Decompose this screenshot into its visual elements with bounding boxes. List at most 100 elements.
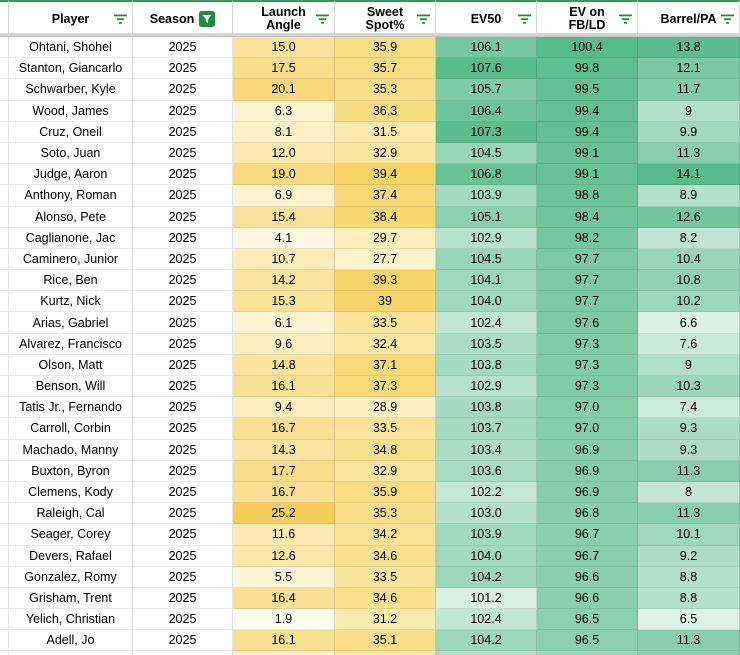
cell-launch_angle[interactable]: 15.3: [233, 291, 335, 313]
cell-ev_on_fbld[interactable]: 100.4: [537, 37, 638, 59]
cell-ev50[interactable]: 101.2: [436, 587, 537, 610]
cell-barrel_pa[interactable]: 9.3: [638, 439, 740, 461]
cell-sweet_spot[interactable]: 27.7: [335, 248, 436, 271]
cell-sweet_spot[interactable]: 33.5: [335, 566, 436, 588]
cell-launch_angle[interactable]: 16.1: [233, 376, 335, 398]
cell-ev_on_fbld[interactable]: 97.7: [537, 291, 638, 313]
row-sliver-cell[interactable]: [0, 248, 9, 271]
cell-launch_angle[interactable]: 9.4: [233, 397, 335, 419]
cell-season[interactable]: 2025: [133, 460, 233, 482]
row-sliver-cell[interactable]: [0, 206, 9, 228]
row-sliver-cell[interactable]: [0, 185, 9, 207]
cell-ev50[interactable]: 103.0: [436, 503, 537, 525]
cell-season[interactable]: 2025: [133, 566, 233, 588]
cell-ev50[interactable]: 102.4: [436, 312, 537, 334]
cell-ev_on_fbld[interactable]: 97.3: [537, 376, 638, 398]
partial-row-cell[interactable]: [133, 651, 233, 655]
filter-active-icon[interactable]: [199, 11, 216, 27]
cell-season[interactable]: 2025: [133, 58, 233, 80]
cell-launch_angle[interactable]: 9.6: [233, 333, 335, 355]
cell-player[interactable]: Rice, Ben: [9, 270, 133, 292]
cell-ev_on_fbld[interactable]: 98.8: [537, 185, 638, 207]
row-sliver-cell[interactable]: [0, 58, 9, 80]
cell-barrel_pa[interactable]: 8.8: [638, 566, 740, 588]
cell-ev50[interactable]: 107.6: [436, 58, 537, 80]
cell-player[interactable]: Olson, Matt: [9, 354, 133, 376]
cell-ev50[interactable]: 104.1: [436, 270, 537, 292]
column-header-barrel_pa[interactable]: Barrel/PA: [638, 5, 740, 33]
cell-ev_on_fbld[interactable]: 98.2: [537, 227, 638, 249]
column-header-sweet_spot[interactable]: Sweet Spot%: [335, 5, 436, 33]
cell-sweet_spot[interactable]: 34.2: [335, 524, 436, 546]
cell-sweet_spot[interactable]: 35.3: [335, 79, 436, 101]
cell-ev_on_fbld[interactable]: 97.3: [537, 333, 638, 355]
cell-sweet_spot[interactable]: 31.2: [335, 609, 436, 631]
filter-button[interactable]: [114, 14, 127, 25]
cell-launch_angle[interactable]: 16.7: [233, 481, 335, 504]
cell-sweet_spot[interactable]: 39: [335, 291, 436, 313]
cell-player[interactable]: Ohtani, Shohei: [9, 37, 133, 59]
filter-lines-icon[interactable]: [721, 14, 734, 25]
cell-barrel_pa[interactable]: 11.3: [638, 460, 740, 482]
cell-player[interactable]: Arias, Gabriel: [9, 312, 133, 334]
cell-barrel_pa[interactable]: 11.7: [638, 79, 740, 101]
cell-player[interactable]: Cruz, Oneil: [9, 121, 133, 143]
cell-sweet_spot[interactable]: 35.9: [335, 37, 436, 59]
cell-ev_on_fbld[interactable]: 97.7: [537, 270, 638, 292]
cell-season[interactable]: 2025: [133, 397, 233, 419]
cell-ev_on_fbld[interactable]: 96.6: [537, 587, 638, 610]
cell-barrel_pa[interactable]: 6.6: [638, 312, 740, 334]
cell-ev_on_fbld[interactable]: 99.1: [537, 142, 638, 165]
cell-season[interactable]: 2025: [133, 333, 233, 355]
cell-launch_angle[interactable]: 4.1: [233, 227, 335, 249]
row-sliver-cell[interactable]: [0, 503, 9, 525]
cell-barrel_pa[interactable]: 11.3: [638, 142, 740, 165]
row-sliver-cell[interactable]: [0, 630, 9, 652]
cell-ev50[interactable]: 103.6: [436, 460, 537, 482]
cell-season[interactable]: 2025: [133, 481, 233, 504]
cell-launch_angle[interactable]: 14.8: [233, 354, 335, 376]
cell-season[interactable]: 2025: [133, 609, 233, 631]
cell-ev50[interactable]: 103.9: [436, 524, 537, 546]
cell-launch_angle[interactable]: 5.5: [233, 566, 335, 588]
cell-season[interactable]: 2025: [133, 376, 233, 398]
cell-ev50[interactable]: 102.4: [436, 609, 537, 631]
cell-season[interactable]: 2025: [133, 248, 233, 271]
cell-launch_angle[interactable]: 17.7: [233, 460, 335, 482]
cell-ev50[interactable]: 102.9: [436, 227, 537, 249]
cell-barrel_pa[interactable]: 9: [638, 100, 740, 122]
cell-sweet_spot[interactable]: 29.7: [335, 227, 436, 249]
cell-barrel_pa[interactable]: 6.5: [638, 609, 740, 631]
cell-player[interactable]: Carroll, Corbin: [9, 418, 133, 440]
cell-ev50[interactable]: 103.4: [436, 439, 537, 461]
cell-launch_angle[interactable]: 17.5: [233, 58, 335, 80]
cell-ev_on_fbld[interactable]: 97.3: [537, 354, 638, 376]
cell-ev_on_fbld[interactable]: 98.4: [537, 206, 638, 228]
cell-ev50[interactable]: 105.7: [436, 79, 537, 101]
cell-player[interactable]: Wood, James: [9, 100, 133, 122]
row-sliver-cell[interactable]: [0, 37, 9, 59]
cell-ev50[interactable]: 102.9: [436, 376, 537, 398]
partial-row-cell[interactable]: [436, 651, 537, 655]
row-sliver-cell[interactable]: [0, 439, 9, 461]
cell-ev_on_fbld[interactable]: 97.6: [537, 312, 638, 334]
cell-launch_angle[interactable]: 16.7: [233, 418, 335, 440]
cell-launch_angle[interactable]: 12.0: [233, 142, 335, 165]
cell-launch_angle[interactable]: 10.7: [233, 248, 335, 271]
cell-player[interactable]: Alonso, Pete: [9, 206, 133, 228]
cell-player[interactable]: Yelich, Christian: [9, 609, 133, 631]
row-sliver-cell[interactable]: [0, 100, 9, 122]
filter-lines-icon[interactable]: [114, 14, 127, 25]
cell-ev_on_fbld[interactable]: 96.9: [537, 439, 638, 461]
cell-barrel_pa[interactable]: 10.1: [638, 524, 740, 546]
cell-barrel_pa[interactable]: 8: [638, 481, 740, 504]
row-sliver-cell[interactable]: [0, 460, 9, 482]
active-filter-button[interactable]: [199, 11, 216, 27]
cell-launch_angle[interactable]: 15.4: [233, 206, 335, 228]
cell-ev_on_fbld[interactable]: 99.5: [537, 79, 638, 101]
cell-season[interactable]: 2025: [133, 354, 233, 376]
frozen-row-divider[interactable]: [0, 33, 740, 37]
row-sliver-cell[interactable]: [0, 609, 9, 631]
cell-season[interactable]: 2025: [133, 630, 233, 652]
cell-player[interactable]: Buxton, Byron: [9, 460, 133, 482]
